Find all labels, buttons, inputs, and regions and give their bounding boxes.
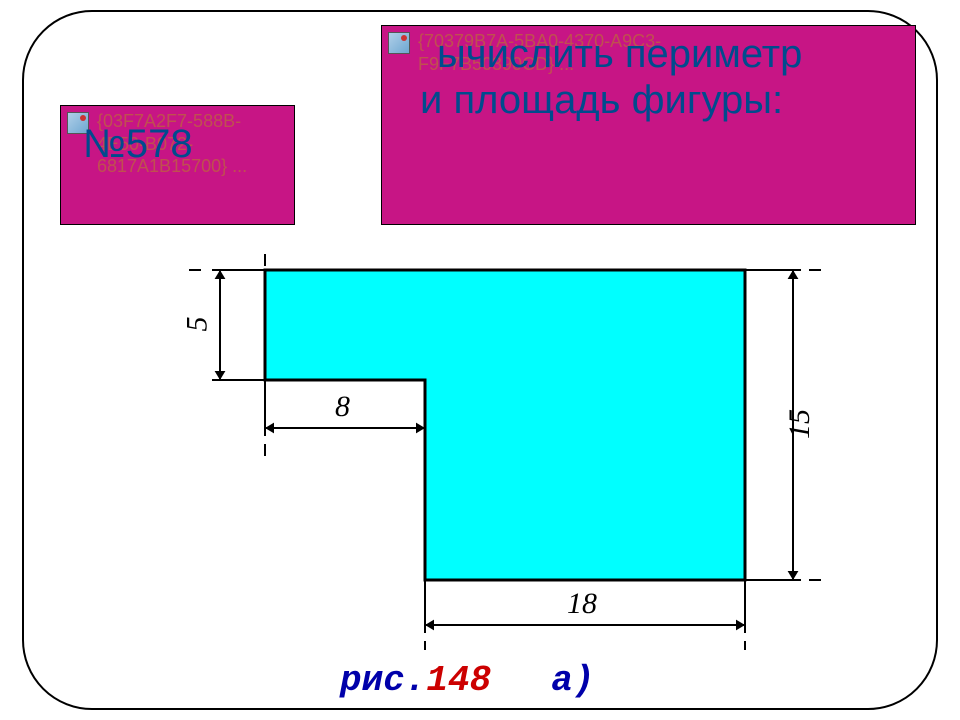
dim-label-15: 15 — [783, 409, 817, 439]
slide-number: №578 — [83, 122, 193, 167]
dim-label-5: 5 — [181, 317, 215, 332]
broken-image-icon — [388, 32, 410, 54]
figure-svg — [140, 250, 840, 650]
title-line-2: и площадь фигуры: — [420, 78, 783, 123]
slide-number-box: {03F7A2F7-588B- 4E50-B072- 6817A1B15700}… — [60, 105, 295, 225]
caption-prefix: рис. — [340, 660, 426, 701]
title-box: {70379B7A-5BA0-4370-A9C3- F9F7B50390CD} … — [381, 25, 916, 225]
caption-number: 148 — [426, 660, 491, 701]
dim-label-18: 18 — [567, 587, 597, 621]
title-line-1: ычислить периметр — [437, 32, 802, 77]
dim-label-8: 8 — [335, 390, 350, 424]
geometry-figure: 5 8 15 18 — [140, 250, 840, 650]
figure-caption: рис.148 а) — [340, 660, 594, 701]
caption-suffix: а) — [551, 660, 594, 701]
